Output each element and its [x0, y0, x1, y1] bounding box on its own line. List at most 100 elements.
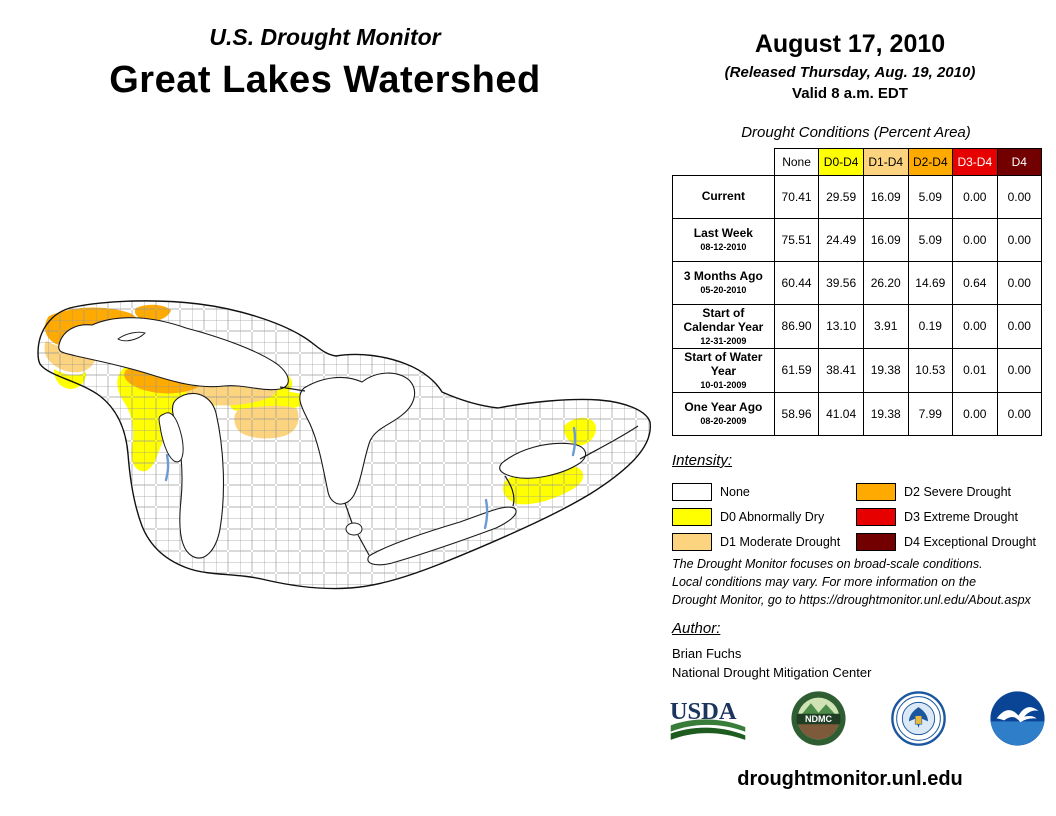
ndmc-banner [796, 713, 841, 725]
st-clair-river [344, 502, 353, 524]
legend-label: None [720, 484, 750, 499]
col-header-d0-d4: D0-D4 [818, 148, 864, 176]
usda-logo: USDA [670, 698, 746, 740]
legend-label: D3 Extreme Drought [904, 509, 1018, 524]
cell-value: 10.53 [907, 347, 954, 393]
green-bay [158, 412, 184, 463]
col-header-none: None [773, 148, 820, 176]
legend-label: D1 Moderate Drought [720, 534, 841, 549]
legend-item-d1: D1 Moderate Drought [672, 532, 856, 551]
cell-value: 24.49 [818, 218, 864, 262]
legend-label: D2 Severe Drought [904, 484, 1012, 499]
ndmc-logo: NDMC [791, 691, 846, 746]
cell-value: 16.09 [862, 218, 909, 262]
row-label-date: 08-20-2009 [700, 416, 747, 427]
lake-st-clair [345, 522, 363, 536]
legend-grid: None D0 Abnormally Dry D1 Moderate Droug… [672, 479, 1044, 554]
cell-value: 0.00 [996, 218, 1043, 262]
table-header-row: None D0-D4 D1-D4 D2-D4 D3-D4 D4 [672, 148, 1043, 176]
cell-value: 75.51 [773, 218, 820, 262]
cell-value: 0.19 [907, 304, 954, 349]
great-lakes-watershed-map [24, 298, 669, 600]
table-corner-cell [672, 148, 775, 176]
cell-value: 3.91 [862, 304, 909, 349]
cell-value: 0.01 [952, 347, 998, 393]
row-label: 3 Months Ago 05-20-2010 [672, 261, 775, 305]
statistics-panel: Drought Conditions (Percent Area) None D… [670, 124, 1043, 436]
cell-value: 61.59 [773, 347, 820, 393]
table-row-one-year-ago: One Year Ago 08-20-2009 58.96 41.04 19.3… [672, 391, 1043, 436]
cell-value: 0.00 [996, 261, 1043, 305]
lake-huron [299, 372, 416, 505]
region-title: Great Lakes Watershed [109, 59, 541, 101]
legend-item-d3: D3 Extreme Drought [856, 507, 1044, 526]
row-label-text: Start of Water Year [684, 349, 763, 378]
intensity-legend: Intensity: None D0 Abnormally Dry D1 Mod… [672, 452, 1044, 554]
row-label: Start of Calendar Year 12-31-2009 [672, 304, 775, 349]
row-label: Last Week 08-12-2010 [672, 218, 775, 262]
row-label: One Year Ago 08-20-2009 [672, 391, 775, 436]
row-label: Current [672, 175, 775, 219]
cell-value: 41.04 [818, 391, 864, 436]
legend-item-none: None [672, 482, 856, 501]
commerce-shield [914, 715, 922, 725]
lake-ontario [499, 442, 587, 479]
d4-swatch [856, 532, 896, 551]
legend-title: Intensity: [672, 452, 733, 469]
row-label-text: One Year Ago [684, 400, 763, 415]
noaa-sea [990, 721, 1045, 746]
stream-ontario-east [571, 426, 577, 457]
title-block: U.S. Drought Monitor Great Lakes Watersh… [10, 24, 640, 102]
legend-item-d2: D2 Severe Drought [856, 482, 1044, 501]
cell-value: 5.09 [907, 218, 954, 262]
d3-swatch [856, 507, 896, 526]
author-organization: National Drought Mitigation Center [672, 665, 872, 680]
table-row-3-months-ago: 3 Months Ago 05-20-2010 60.44 39.56 26.2… [672, 261, 1043, 305]
legend-item-d0: D0 Abnormally Dry [672, 507, 856, 526]
stream-wisconsin [164, 453, 170, 482]
table-row-start-calendar-year: Start of Calendar Year 12-31-2009 86.90 … [672, 304, 1043, 349]
usda-swoosh-lower [670, 727, 746, 740]
author-name: Brian Fuchs [672, 646, 742, 661]
cell-value: 0.00 [996, 175, 1043, 219]
cell-value: 60.44 [773, 261, 820, 305]
cell-value: 16.09 [862, 175, 909, 219]
table-row-last-week: Last Week 08-12-2010 75.51 24.49 16.09 5… [672, 218, 1043, 262]
cell-value: 14.69 [907, 261, 954, 305]
lake-superior [58, 317, 289, 391]
map-date: August 17, 2010 [754, 30, 946, 58]
disclaimer-line: Drought Monitor, go to https://droughtmo… [672, 592, 1031, 607]
commerce-inner-ring [895, 696, 941, 741]
partner-logos: USDA NDMC [668, 690, 1046, 747]
cell-value: 39.56 [818, 261, 864, 305]
author-block: Author: Brian Fuchs National Drought Mit… [672, 620, 871, 680]
st-marys-river [279, 386, 306, 392]
cell-value: 86.90 [773, 304, 820, 349]
col-header-d3-d4: D3-D4 [952, 148, 998, 176]
report-title: U.S. Drought Monitor [209, 24, 441, 50]
cell-value: 0.00 [952, 175, 998, 219]
table-row-start-water-year: Start of Water Year 10-01-2009 61.59 38.… [672, 347, 1043, 393]
noaa-bird [996, 707, 1039, 723]
cell-value: 0.00 [952, 218, 998, 262]
noaa-logo [990, 691, 1045, 746]
legend-label: D0 Abnormally Dry [720, 509, 825, 524]
niagara-river [504, 475, 515, 507]
commerce-seal-logo [890, 691, 946, 746]
cell-value: 0.00 [996, 347, 1043, 393]
cell-value: 5.09 [907, 175, 954, 219]
row-label-date: 05-20-2010 [700, 285, 747, 296]
cell-value: 0.00 [952, 304, 998, 349]
cell-value: 0.00 [996, 391, 1043, 436]
usda-swoosh-upper [670, 718, 746, 732]
website-url: droughtmonitor.unl.edu [737, 768, 963, 790]
cell-value: 0.00 [996, 304, 1043, 349]
author-heading: Author: [672, 620, 721, 637]
ndmc-logo-text: NDMC [805, 714, 833, 724]
row-label: Start of Water Year 10-01-2009 [672, 347, 775, 393]
col-header-d4: D4 [996, 148, 1043, 176]
row-label-date: 08-12-2010 [700, 242, 747, 253]
release-date: (Released Thursday, Aug. 19, 2010) [724, 64, 976, 81]
row-label-text: Last Week [693, 226, 753, 241]
